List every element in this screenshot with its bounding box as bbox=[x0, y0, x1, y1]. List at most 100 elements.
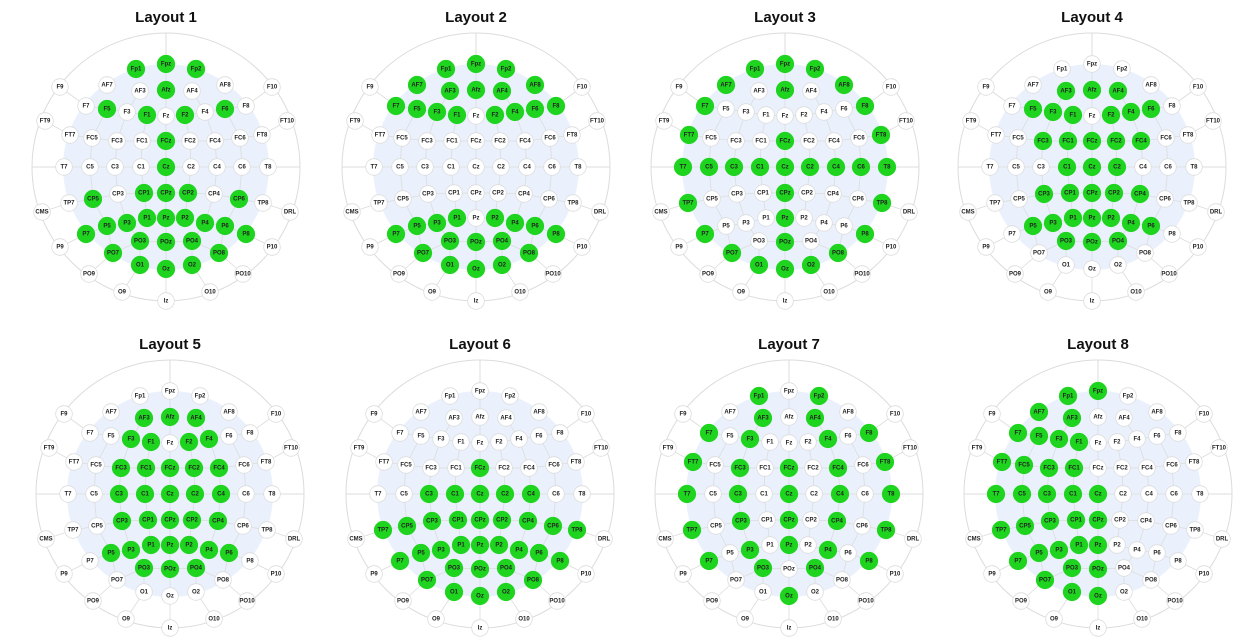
electrode-c2[interactable]: C2 bbox=[1107, 157, 1127, 177]
electrode-f9[interactable]: F9 bbox=[55, 405, 73, 423]
electrode-c5[interactable]: C5 bbox=[391, 158, 409, 176]
electrode-cp4[interactable]: CP4 bbox=[518, 511, 538, 531]
electrode-f9[interactable]: F9 bbox=[51, 78, 69, 96]
electrode-af8[interactable]: AF8 bbox=[216, 76, 234, 94]
electrode-p1[interactable]: P1 bbox=[761, 536, 779, 554]
electrode-p4[interactable]: P4 bbox=[818, 540, 838, 560]
electrode-cz[interactable]: Cz bbox=[467, 158, 485, 176]
electrode-fc5[interactable]: FC5 bbox=[1009, 129, 1027, 147]
electrode-p5[interactable]: P5 bbox=[721, 544, 739, 562]
electrode-f9[interactable]: F9 bbox=[361, 78, 379, 96]
electrode-p7[interactable]: P7 bbox=[390, 551, 410, 571]
electrode-fpz[interactable]: Fpz bbox=[156, 54, 176, 74]
electrode-o2[interactable]: O2 bbox=[187, 583, 205, 601]
electrode-afz[interactable]: Afz bbox=[780, 408, 798, 426]
electrode-fc6[interactable]: FC6 bbox=[1163, 456, 1181, 474]
electrode-fcz[interactable]: FCz bbox=[1082, 131, 1102, 151]
electrode-c4[interactable]: C4 bbox=[208, 158, 226, 176]
electrode-po8[interactable]: PO8 bbox=[828, 243, 848, 263]
electrode-cp6[interactable]: CP6 bbox=[543, 516, 563, 536]
electrode-po8[interactable]: PO8 bbox=[209, 243, 229, 263]
electrode-f5[interactable]: F5 bbox=[717, 100, 735, 118]
electrode-fc2[interactable]: FC2 bbox=[184, 458, 204, 478]
electrode-c6[interactable]: C6 bbox=[1159, 158, 1177, 176]
electrode-o1[interactable]: O1 bbox=[440, 255, 460, 275]
electrode-o10[interactable]: O10 bbox=[1133, 610, 1151, 628]
electrode-ft10[interactable]: FT10 bbox=[282, 439, 300, 457]
electrode-p7[interactable]: P7 bbox=[76, 224, 96, 244]
electrode-p9[interactable]: P9 bbox=[977, 238, 995, 256]
electrode-cpz[interactable]: CPz bbox=[779, 510, 799, 530]
electrode-tp7[interactable]: TP7 bbox=[682, 520, 702, 540]
electrode-o2[interactable]: O2 bbox=[1109, 256, 1127, 274]
electrode-c1[interactable]: C1 bbox=[1063, 484, 1083, 504]
electrode-p5[interactable]: P5 bbox=[97, 216, 117, 236]
electrode-f4[interactable]: F4 bbox=[505, 102, 525, 122]
electrode-p1[interactable]: P1 bbox=[1063, 208, 1083, 228]
electrode-p9[interactable]: P9 bbox=[55, 565, 73, 583]
electrode-p7[interactable]: P7 bbox=[1003, 225, 1021, 243]
electrode-cp6[interactable]: CP6 bbox=[1156, 190, 1174, 208]
electrode-cms[interactable]: CMS bbox=[33, 203, 51, 221]
electrode-f6[interactable]: F6 bbox=[839, 427, 857, 445]
electrode-f4[interactable]: F4 bbox=[1128, 430, 1146, 448]
electrode-po8[interactable]: PO8 bbox=[214, 571, 232, 589]
electrode-f7[interactable]: F7 bbox=[695, 96, 715, 116]
electrode-ft9[interactable]: FT9 bbox=[346, 112, 364, 130]
electrode-af8[interactable]: AF8 bbox=[1142, 76, 1160, 94]
electrode-o10[interactable]: O10 bbox=[824, 610, 842, 628]
electrode-t7[interactable]: T7 bbox=[986, 484, 1006, 504]
electrode-f1[interactable]: F1 bbox=[761, 433, 779, 451]
electrode-f3[interactable]: F3 bbox=[427, 102, 447, 122]
electrode-f3[interactable]: F3 bbox=[1049, 429, 1069, 449]
electrode-ft9[interactable]: FT9 bbox=[36, 112, 54, 130]
electrode-o2[interactable]: O2 bbox=[182, 255, 202, 275]
electrode-cz[interactable]: Cz bbox=[160, 484, 180, 504]
electrode-fc6[interactable]: FC6 bbox=[541, 129, 559, 147]
electrode-f5[interactable]: F5 bbox=[412, 427, 430, 445]
electrode-af7[interactable]: AF7 bbox=[721, 403, 739, 421]
electrode-c5[interactable]: C5 bbox=[699, 157, 719, 177]
electrode-p9[interactable]: P9 bbox=[51, 238, 69, 256]
electrode-oz[interactable]: Oz bbox=[775, 259, 795, 279]
electrode-fz[interactable]: Fz bbox=[161, 434, 179, 452]
electrode-fc2[interactable]: FC2 bbox=[1113, 459, 1131, 477]
electrode-fc3[interactable]: FC3 bbox=[727, 132, 745, 150]
electrode-afz[interactable]: Afz bbox=[471, 408, 489, 426]
electrode-cp1[interactable]: CP1 bbox=[758, 511, 776, 529]
electrode-cp5[interactable]: CP5 bbox=[83, 189, 103, 209]
electrode-c6[interactable]: C6 bbox=[233, 158, 251, 176]
electrode-af7[interactable]: AF7 bbox=[716, 75, 736, 95]
electrode-fp1[interactable]: Fp1 bbox=[749, 386, 769, 406]
electrode-f4[interactable]: F4 bbox=[196, 103, 214, 121]
electrode-ft7[interactable]: FT7 bbox=[65, 453, 83, 471]
electrode-cp3[interactable]: CP3 bbox=[422, 511, 442, 531]
electrode-cp1[interactable]: CP1 bbox=[134, 183, 154, 203]
electrode-c1[interactable]: C1 bbox=[750, 157, 770, 177]
electrode-afz[interactable]: Afz bbox=[1082, 80, 1102, 100]
electrode-po4[interactable]: PO4 bbox=[186, 558, 206, 578]
electrode-po8[interactable]: PO8 bbox=[1136, 244, 1154, 262]
electrode-po3[interactable]: PO3 bbox=[750, 232, 768, 250]
electrode-p3[interactable]: P3 bbox=[740, 540, 760, 560]
electrode-af7[interactable]: AF7 bbox=[407, 75, 427, 95]
electrode-c2[interactable]: C2 bbox=[182, 158, 200, 176]
electrode-cp5[interactable]: CP5 bbox=[88, 517, 106, 535]
electrode-po10[interactable]: PO10 bbox=[853, 265, 871, 283]
electrode-c5[interactable]: C5 bbox=[395, 485, 413, 503]
electrode-f3[interactable]: F3 bbox=[740, 429, 760, 449]
electrode-fc4[interactable]: FC4 bbox=[206, 132, 224, 150]
electrode-cp2[interactable]: CP2 bbox=[492, 510, 512, 530]
electrode-f8[interactable]: F8 bbox=[1163, 97, 1181, 115]
electrode-fp2[interactable]: Fp2 bbox=[191, 387, 209, 405]
electrode-ft8[interactable]: FT8 bbox=[1185, 453, 1203, 471]
electrode-fc4[interactable]: FC4 bbox=[209, 458, 229, 478]
electrode-af7[interactable]: AF7 bbox=[1024, 76, 1042, 94]
electrode-p1[interactable]: P1 bbox=[1069, 535, 1089, 555]
electrode-p7[interactable]: P7 bbox=[699, 551, 719, 571]
electrode-oz[interactable]: Oz bbox=[466, 259, 486, 279]
electrode-tp7[interactable]: TP7 bbox=[678, 193, 698, 213]
electrode-po10[interactable]: PO10 bbox=[234, 265, 252, 283]
electrode-f1[interactable]: F1 bbox=[447, 105, 467, 125]
electrode-p9[interactable]: P9 bbox=[983, 565, 1001, 583]
